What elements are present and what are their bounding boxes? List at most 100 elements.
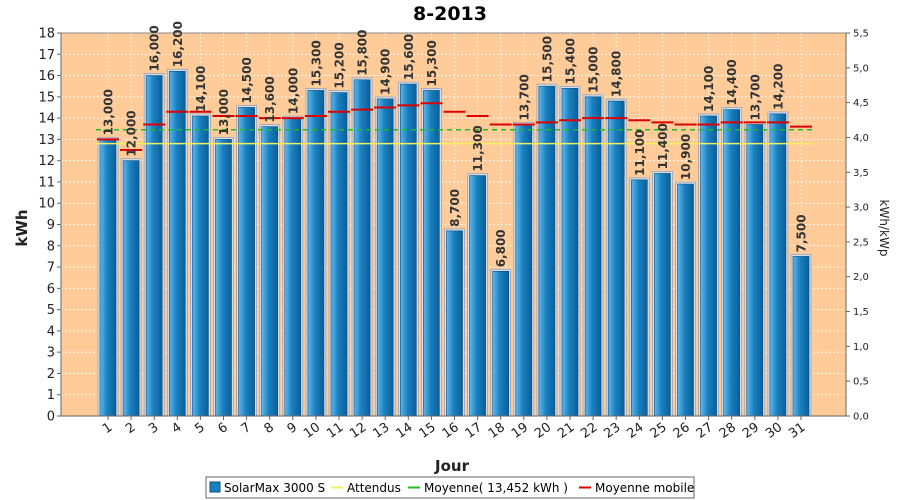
bar-group (420, 88, 442, 417)
x-tick-label: 13 (370, 420, 392, 442)
data-label: 14,200 (771, 64, 785, 110)
bar (769, 113, 787, 417)
plot-area: 01234567891011121314151617180,00,51,01,5… (38, 21, 868, 442)
y2-tick-label: 4,5 (853, 98, 869, 109)
x-tick-label: 17 (463, 420, 485, 442)
y-tick-label: 13 (38, 133, 55, 148)
bar (330, 92, 348, 417)
bar-group (189, 113, 211, 417)
y-tick-label: 3 (47, 346, 55, 361)
bar (399, 83, 417, 417)
y2-tick-label: 5,5 (853, 29, 869, 40)
bar-group (120, 158, 142, 417)
data-label: 15,800 (356, 29, 370, 75)
legend-item: Moyenne( 13,452 kWh ) (408, 481, 568, 495)
y2-tick-label: 1,5 (853, 307, 869, 318)
bar-group (698, 113, 719, 417)
bar (746, 124, 764, 417)
data-label: 11,100 (633, 130, 647, 176)
data-label: 8,700 (448, 189, 462, 227)
y-tick-label: 14 (38, 112, 55, 127)
data-label: 6,800 (494, 229, 508, 267)
x-tick-label: 30 (763, 420, 785, 442)
bar (284, 117, 302, 417)
data-label: 15,500 (540, 36, 554, 82)
y-tick-label: 7 (47, 261, 55, 276)
x-tick-label: 12 (347, 420, 369, 442)
bar-group (582, 94, 604, 417)
bar (215, 139, 232, 417)
legend-label: Moyenne( 13,452 kWh ) (424, 481, 568, 495)
legend-box (205, 476, 695, 499)
x-tick-label: 5 (192, 420, 207, 437)
bar-group (559, 85, 581, 417)
bar (169, 71, 186, 417)
y-tick-label: 15 (38, 90, 55, 105)
x-tick-label: 31 (786, 420, 808, 442)
bar (376, 98, 394, 417)
y-tick-label: 18 (38, 27, 55, 42)
x-tick-label: 8 (262, 420, 277, 437)
bar-group (97, 136, 119, 417)
bar (446, 230, 463, 417)
data-label: 13,700 (517, 74, 531, 120)
x-tick-label: 18 (486, 420, 508, 442)
data-label: 7,500 (795, 214, 809, 252)
y2-tick-label: 0,5 (853, 377, 869, 388)
bar (792, 256, 810, 417)
data-label: 13,000 (217, 89, 231, 135)
data-label: 14,900 (379, 49, 393, 95)
bar (607, 100, 625, 417)
y2-tick-label: 0,0 (853, 412, 869, 423)
bar (423, 90, 440, 417)
data-label: 14,500 (240, 57, 254, 103)
bar (99, 139, 117, 417)
x-tick-label: 28 (717, 420, 739, 442)
bar (145, 75, 163, 417)
data-label: 13,000 (102, 89, 116, 135)
y2-tick-label: 4,0 (853, 133, 869, 144)
x-tick-label: 2 (123, 420, 138, 437)
bar (238, 107, 255, 417)
y-tick-label: 8 (47, 239, 55, 254)
x-tick-label: 6 (215, 420, 230, 437)
bar-group (143, 73, 165, 417)
bar (192, 115, 209, 417)
y-tick-label: 10 (38, 197, 55, 212)
bar-group (467, 173, 489, 417)
data-label: 11,300 (471, 125, 485, 171)
y-tick-label: 6 (47, 282, 55, 297)
bar (122, 160, 140, 417)
x-tick-label: 19 (509, 420, 531, 442)
x-tick-label: 7 (239, 420, 254, 437)
bar-group (282, 115, 304, 417)
data-label: 11,400 (656, 123, 670, 169)
data-label: 13,700 (748, 74, 762, 120)
x-tick-label: 9 (285, 420, 300, 437)
legend: SolarMax 3000 S Attendus Moyenne( 13,452 k… (205, 476, 695, 499)
x-tick-label: 21 (555, 420, 577, 442)
x-tick-label: 16 (440, 420, 462, 442)
data-label: 16,200 (171, 21, 185, 67)
y-tick-label: 17 (38, 48, 55, 63)
bar-group (397, 81, 419, 417)
legend-label: Attendus (347, 481, 401, 495)
bar-group (536, 83, 558, 417)
bar (654, 173, 671, 417)
x-tick-label: 25 (648, 420, 670, 442)
bar (723, 109, 741, 417)
bar (515, 124, 533, 417)
x-tick-label: 27 (694, 420, 716, 442)
data-label: 14,100 (194, 66, 208, 112)
data-label: 15,600 (402, 34, 416, 80)
bar (630, 179, 648, 417)
bar-group (305, 88, 327, 417)
chart-title: 8-2013 (413, 3, 487, 25)
bar-group (166, 68, 188, 417)
bar-group (213, 136, 234, 417)
bar-group (744, 122, 766, 417)
bar-group (328, 90, 350, 417)
bar (538, 85, 556, 417)
y2-tick-label: 3,5 (853, 168, 869, 179)
